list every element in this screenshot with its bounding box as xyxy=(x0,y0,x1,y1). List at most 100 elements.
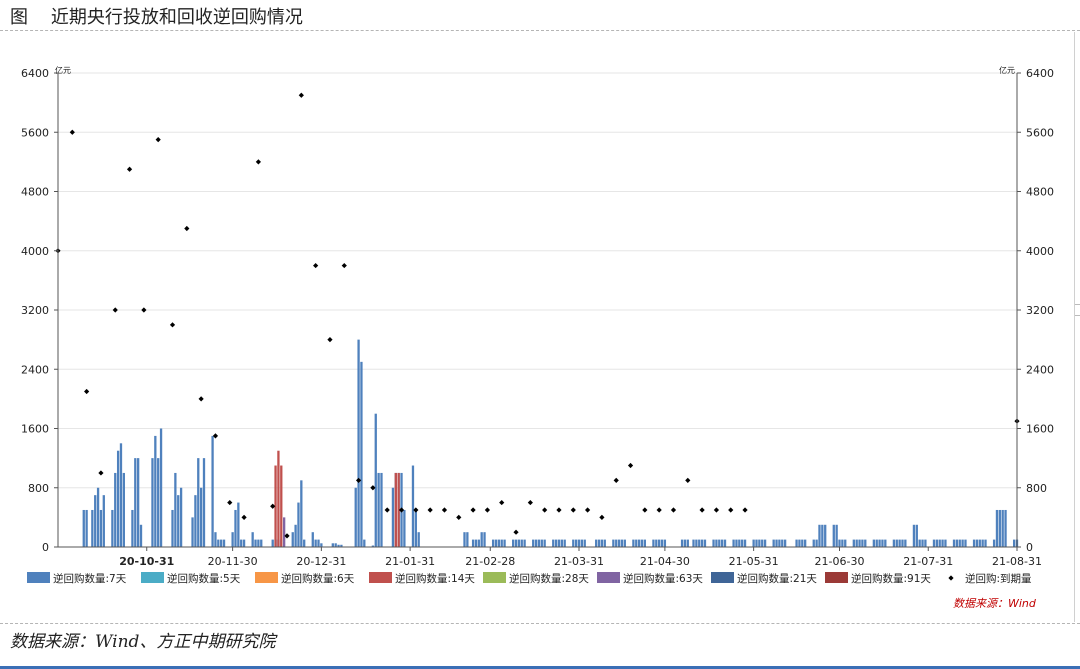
bar-7d xyxy=(380,472,383,547)
bar-7d xyxy=(772,539,775,547)
bar-7d xyxy=(600,539,604,547)
bar-7d xyxy=(534,539,538,547)
bar-7d xyxy=(763,539,767,547)
y-tick-label-left: 800 xyxy=(28,482,49,495)
legend-label: 逆回购数量:91天 xyxy=(851,572,931,585)
maturity-point xyxy=(685,477,691,483)
bar-7d xyxy=(222,539,226,547)
bar-7d xyxy=(471,539,475,547)
y-tick-label-right: 4000 xyxy=(1026,245,1054,258)
bar-7d xyxy=(655,539,658,547)
bar-7d xyxy=(1012,539,1016,547)
bar-7d xyxy=(652,539,655,547)
bar-7d xyxy=(199,487,203,547)
bar-7d xyxy=(612,539,615,547)
bar-7d xyxy=(984,539,987,547)
bar-7d xyxy=(743,539,747,547)
maturity-point xyxy=(570,507,576,513)
bar-7d xyxy=(835,524,838,547)
bar-7d xyxy=(251,532,254,547)
bar-7d xyxy=(234,509,237,547)
maturity-point xyxy=(656,507,662,513)
bar-7d xyxy=(331,543,334,547)
bar-63d xyxy=(283,517,286,547)
bar-7d xyxy=(775,539,778,547)
bar-7d xyxy=(981,539,984,547)
bar-7d xyxy=(801,539,804,547)
bar-7d xyxy=(411,465,415,547)
bar-7d xyxy=(752,539,755,547)
bar-7d xyxy=(202,458,206,547)
bar-7d xyxy=(363,539,366,547)
bar-7d xyxy=(377,472,380,547)
maturity-point xyxy=(227,499,233,506)
maturity-point xyxy=(370,485,376,491)
bar-14d xyxy=(277,450,280,547)
maturity-point xyxy=(284,533,290,539)
maturity-point xyxy=(670,507,677,513)
bar-7d xyxy=(257,539,260,547)
title-divider xyxy=(0,30,1080,31)
chart-svg: 0 0 800 800 1600 1600 2400 2400 3200 3200 4000 4000… xyxy=(21,65,1054,610)
x-tick-label: 20-10-31 xyxy=(119,555,174,568)
bar-7d xyxy=(795,539,798,547)
bar-7d xyxy=(114,472,117,547)
legend-label: 逆回购数量:21天 xyxy=(737,572,817,585)
bar-7d xyxy=(815,539,818,547)
bar-7d xyxy=(700,539,704,547)
bar-7d xyxy=(357,339,360,547)
maturity-point xyxy=(413,507,419,513)
bar-7d xyxy=(861,539,864,547)
legend-swatch-bar14 xyxy=(369,572,392,583)
bar-7d xyxy=(620,539,624,547)
maturity-point xyxy=(341,262,347,269)
bar-7d xyxy=(220,539,223,547)
bar-7d xyxy=(921,539,924,547)
x-tick-label: 21-05-31 xyxy=(729,555,779,568)
maturity-point xyxy=(98,470,104,476)
maturity-point xyxy=(112,307,118,313)
y-tick-label-left: 0 xyxy=(42,541,49,554)
legend-swatch-bar21 xyxy=(711,572,734,583)
bar-7d xyxy=(317,539,320,547)
bar-7d xyxy=(337,544,340,547)
bar-7d xyxy=(723,539,727,547)
maturity-point xyxy=(212,433,219,439)
bar-7d xyxy=(761,539,764,547)
bar-7d xyxy=(812,539,815,547)
bar-7d xyxy=(580,539,584,547)
bar-7d xyxy=(240,539,243,547)
bar-7d xyxy=(818,524,821,547)
bar-7d xyxy=(821,524,824,547)
bar-7d xyxy=(603,539,606,547)
bar-7d xyxy=(154,435,157,547)
bar-7d xyxy=(520,539,523,547)
bar-7d xyxy=(540,539,543,547)
bar-7d xyxy=(131,509,134,547)
bar-7d xyxy=(242,539,246,547)
bar-7d xyxy=(643,539,647,547)
bar-7d xyxy=(892,539,896,547)
bar-7d xyxy=(260,539,263,547)
maturity-point xyxy=(198,396,204,402)
bar-7d xyxy=(720,539,724,547)
maturity-point xyxy=(742,507,748,513)
legend-label: 逆回购数量:14天 xyxy=(395,572,475,585)
bar-7d xyxy=(96,487,100,547)
bar-7d xyxy=(491,539,495,547)
bar-7d xyxy=(703,539,707,547)
bar-7d xyxy=(875,539,878,547)
bar-7d xyxy=(577,539,581,547)
source-note: 数据来源：Wind xyxy=(953,597,1037,610)
bar-7d xyxy=(692,539,695,547)
bar-7d xyxy=(617,539,621,547)
maturity-point xyxy=(699,507,705,513)
legend-label: 逆回购数量:63天 xyxy=(623,572,703,585)
bar-14d xyxy=(280,465,283,547)
bar-7d xyxy=(683,539,687,547)
axes: 0 0 800 800 1600 1600 2400 2400 3200 3200 4000 4000… xyxy=(21,67,1054,568)
bar-7d xyxy=(82,509,85,547)
y-tick-label-left: 6400 xyxy=(21,67,49,80)
bar-7d xyxy=(483,532,486,547)
bar-7d xyxy=(838,539,841,547)
